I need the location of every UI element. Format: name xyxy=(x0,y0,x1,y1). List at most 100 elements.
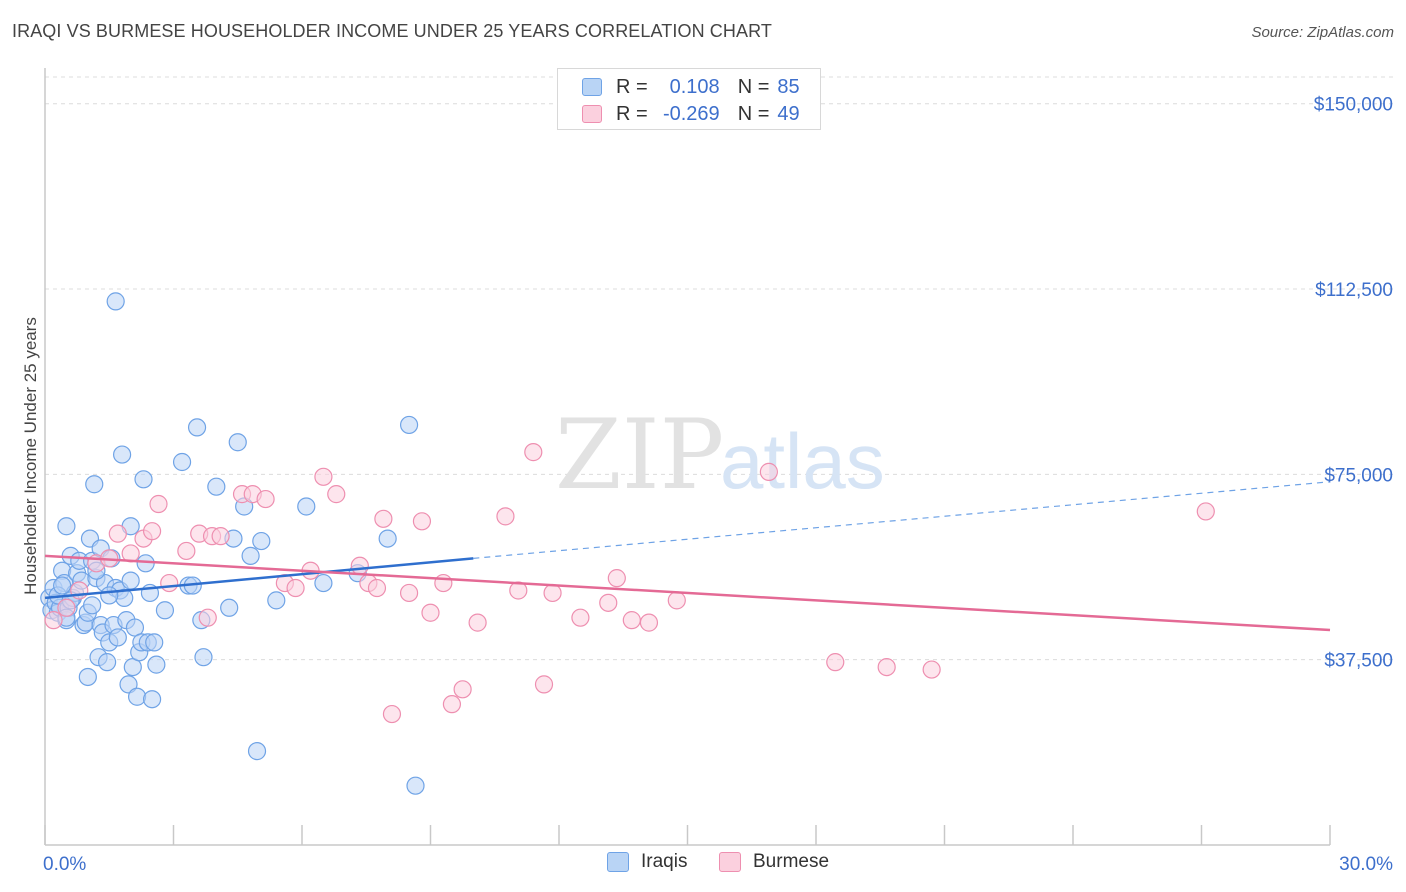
point-iraqis xyxy=(241,546,260,565)
point-burmese xyxy=(1196,502,1215,521)
series-swatch-iraqis xyxy=(607,852,629,872)
watermark-zip: ZIP xyxy=(555,399,724,511)
legend-n-value: 85 xyxy=(777,75,800,98)
point-burmese xyxy=(108,524,127,543)
watermark: ZIP atlas xyxy=(555,399,885,511)
y-tick-label: $75,000 xyxy=(1324,465,1393,486)
axes xyxy=(44,68,1331,846)
point-burmese xyxy=(759,462,778,481)
point-burmese xyxy=(256,489,275,509)
grid-lines xyxy=(45,76,1395,661)
x-tick-label: 0.0% xyxy=(43,854,86,875)
point-burmese xyxy=(543,583,562,603)
point-burmese xyxy=(639,613,659,632)
watermark-atlas: atlas xyxy=(720,417,885,505)
chart-title: IRAQI VS BURMESE HOUSEHOLDER INCOME UNDE… xyxy=(12,21,772,41)
point-iraqis xyxy=(112,445,132,464)
point-burmese xyxy=(607,569,626,588)
point-burmese xyxy=(57,598,76,617)
point-burmese xyxy=(534,675,554,694)
y-tick-label: $150,000 xyxy=(1314,95,1393,116)
legend-row-iraqis: R = 0.108 N = 85 xyxy=(582,75,800,99)
point-burmese xyxy=(877,657,896,677)
point-iraqis xyxy=(136,554,155,573)
point-iraqis xyxy=(314,573,333,593)
series-swatch-burmese xyxy=(719,852,741,872)
point-burmese xyxy=(286,578,305,598)
legend-row-burmese: R = -0.269 N = 49 xyxy=(582,102,800,126)
legend-n-label: N = xyxy=(737,75,770,98)
point-burmese xyxy=(327,485,346,504)
point-burmese xyxy=(160,573,179,593)
point-burmese xyxy=(142,522,162,541)
point-burmese xyxy=(453,680,472,699)
data-points xyxy=(40,292,1215,795)
point-burmese xyxy=(177,541,196,561)
point-iraqis xyxy=(121,571,140,590)
point-iraqis xyxy=(267,591,286,610)
point-iraqis xyxy=(406,776,425,795)
point-burmese xyxy=(314,467,333,486)
legend-r-label: R = xyxy=(616,75,648,98)
trend-line-iraqis xyxy=(44,557,474,600)
point-iraqis xyxy=(147,655,166,674)
point-iraqis xyxy=(172,452,192,472)
point-burmese xyxy=(412,512,432,531)
trend-lines xyxy=(44,481,1331,632)
point-burmese xyxy=(468,613,487,632)
point-burmese xyxy=(399,583,419,603)
point-iraqis xyxy=(220,598,239,617)
point-iraqis xyxy=(78,667,97,687)
point-iraqis xyxy=(127,687,147,706)
point-iraqis xyxy=(155,601,175,620)
point-burmese xyxy=(622,611,641,630)
point-burmese xyxy=(149,494,168,514)
point-burmese xyxy=(382,704,402,724)
point-iraqis xyxy=(145,633,164,652)
y-tick-label: $112,500 xyxy=(1315,280,1393,301)
series-legend-burmese[interactable]: Burmese xyxy=(719,851,829,873)
point-burmese xyxy=(442,695,462,714)
point-iraqis xyxy=(297,497,316,516)
trend-line-burmese xyxy=(44,554,1331,632)
point-iraqis xyxy=(228,433,247,452)
series-legend-iraqis[interactable]: Iraqis xyxy=(607,851,687,873)
legend-r-value: -0.269 xyxy=(662,102,720,125)
point-burmese xyxy=(922,660,941,679)
point-iraqis xyxy=(252,531,271,551)
point-iraqis xyxy=(142,690,162,709)
point-burmese xyxy=(374,509,393,528)
x-tick-label: 30.0% xyxy=(1339,854,1393,875)
point-iraqis xyxy=(134,470,153,489)
series-legend: Iraqis Burmese xyxy=(0,851,1406,877)
point-iraqis xyxy=(98,653,117,672)
point-iraqis xyxy=(83,596,102,615)
y-tick-label: $37,500 xyxy=(1324,651,1393,672)
series-label-iraqis: Iraqis xyxy=(641,851,688,872)
point-burmese xyxy=(571,608,590,627)
point-iraqis xyxy=(399,415,419,435)
point-iraqis xyxy=(207,477,226,496)
tick-labels: $37,500 $75,000 $112,500 $150,000 0.0% 30.0% xyxy=(43,95,1393,875)
point-iraqis xyxy=(53,576,72,595)
point-iraqis xyxy=(194,648,213,667)
trend-extension-iraqis xyxy=(473,481,1331,559)
point-iraqis xyxy=(85,475,104,494)
point-burmese xyxy=(667,591,686,610)
point-iraqis xyxy=(57,517,76,536)
point-burmese xyxy=(44,611,63,630)
point-burmese xyxy=(198,608,217,627)
point-burmese xyxy=(826,653,845,672)
point-iraqis xyxy=(378,529,397,548)
legend-swatch-burmese xyxy=(582,105,602,123)
legend-n-label: N = xyxy=(737,102,770,125)
point-burmese xyxy=(524,443,543,462)
point-burmese xyxy=(211,527,230,546)
legend-r-value: 0.108 xyxy=(669,75,720,98)
series-label-burmese: Burmese xyxy=(753,851,830,872)
legend-swatch-iraqis xyxy=(582,78,602,96)
chart-source: Source: ZipAtlas.com xyxy=(1251,24,1394,41)
point-iraqis xyxy=(187,418,207,437)
point-iraqis xyxy=(108,628,127,647)
